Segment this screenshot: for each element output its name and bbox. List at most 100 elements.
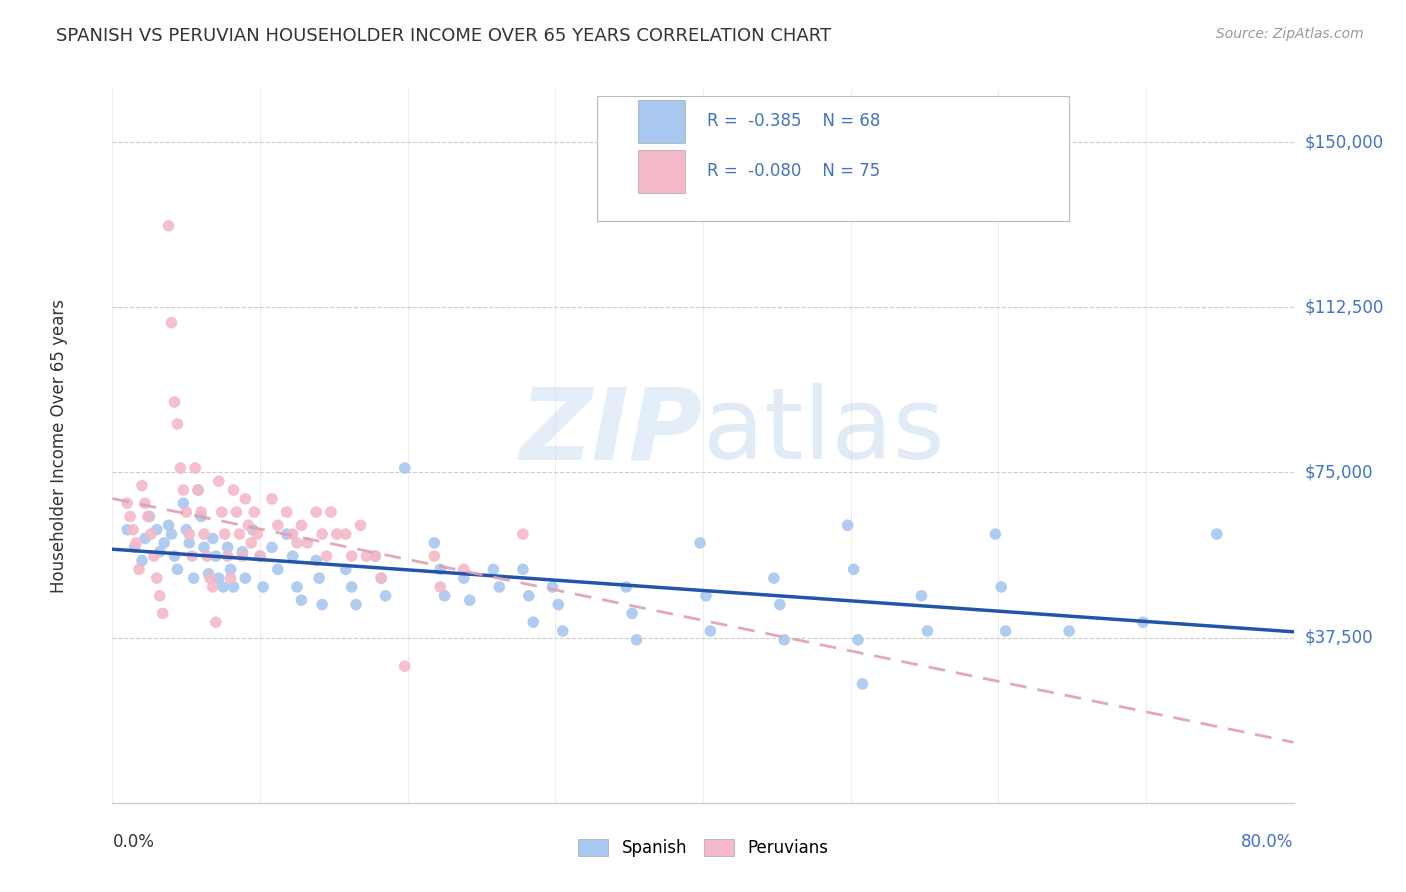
Point bbox=[146, 571, 169, 585]
Point bbox=[233, 571, 256, 585]
Point bbox=[225, 505, 247, 519]
Text: R =  -0.385    N = 68: R = -0.385 N = 68 bbox=[707, 112, 880, 130]
Point bbox=[453, 562, 475, 576]
Point bbox=[160, 316, 183, 330]
Point bbox=[174, 523, 197, 537]
Point bbox=[172, 496, 194, 510]
Point bbox=[315, 549, 337, 563]
Point bbox=[297, 536, 319, 550]
Point bbox=[364, 549, 387, 563]
Point bbox=[217, 549, 239, 563]
Point bbox=[517, 589, 540, 603]
Text: Householder Income Over 65 years: Householder Income Over 65 years bbox=[51, 299, 69, 593]
Point bbox=[344, 598, 367, 612]
Point bbox=[364, 549, 387, 563]
Point bbox=[305, 553, 328, 567]
Point bbox=[172, 483, 194, 497]
Point bbox=[184, 461, 207, 475]
Point bbox=[174, 505, 197, 519]
Point bbox=[169, 461, 191, 475]
Point bbox=[219, 562, 242, 576]
Point bbox=[181, 549, 204, 563]
Point bbox=[335, 527, 357, 541]
Point bbox=[152, 607, 174, 621]
Point bbox=[994, 624, 1017, 638]
Point bbox=[551, 624, 574, 638]
Point bbox=[308, 571, 330, 585]
Bar bbox=[638, 150, 685, 193]
Point bbox=[453, 571, 475, 585]
Point bbox=[187, 483, 209, 497]
Point bbox=[1205, 527, 1227, 541]
Point bbox=[134, 532, 156, 546]
Point bbox=[917, 624, 939, 638]
Point bbox=[222, 483, 245, 497]
Point bbox=[193, 527, 215, 541]
Point bbox=[153, 536, 176, 550]
Point bbox=[197, 566, 219, 581]
Point bbox=[260, 491, 283, 506]
Text: 80.0%: 80.0% bbox=[1241, 833, 1294, 851]
Point bbox=[695, 589, 717, 603]
Point bbox=[614, 580, 637, 594]
Point bbox=[120, 509, 142, 524]
Point bbox=[458, 593, 481, 607]
Point bbox=[131, 478, 153, 492]
Point bbox=[246, 527, 269, 541]
Point bbox=[276, 527, 298, 541]
Point bbox=[128, 562, 150, 576]
Point bbox=[190, 505, 212, 519]
Text: $112,500: $112,500 bbox=[1305, 298, 1384, 317]
Point bbox=[125, 536, 148, 550]
Point bbox=[699, 624, 721, 638]
Point bbox=[276, 505, 298, 519]
Point bbox=[773, 632, 796, 647]
Point bbox=[243, 505, 266, 519]
Text: ZIP: ZIP bbox=[520, 384, 703, 480]
Text: $75,000: $75,000 bbox=[1305, 464, 1374, 482]
Text: atlas: atlas bbox=[703, 384, 945, 480]
Point bbox=[131, 553, 153, 567]
Point bbox=[146, 523, 169, 537]
Point bbox=[231, 545, 253, 559]
Point bbox=[621, 607, 644, 621]
Point bbox=[910, 589, 932, 603]
Point bbox=[370, 571, 392, 585]
Point bbox=[157, 219, 180, 233]
Point bbox=[281, 527, 304, 541]
Point bbox=[846, 632, 869, 647]
Point bbox=[326, 527, 349, 541]
Point bbox=[214, 527, 236, 541]
Point bbox=[219, 571, 242, 585]
Point bbox=[163, 395, 186, 409]
Point bbox=[149, 545, 172, 559]
Point bbox=[482, 562, 505, 576]
Point bbox=[205, 549, 228, 563]
Point bbox=[222, 580, 245, 594]
Point bbox=[356, 549, 378, 563]
Point bbox=[547, 598, 569, 612]
Point bbox=[990, 580, 1012, 594]
Point bbox=[522, 615, 544, 630]
Point bbox=[1057, 624, 1080, 638]
Point bbox=[252, 580, 274, 594]
Point bbox=[626, 632, 648, 647]
Point bbox=[166, 562, 188, 576]
Point bbox=[842, 562, 865, 576]
Point bbox=[689, 536, 711, 550]
Point bbox=[187, 483, 209, 497]
Point bbox=[179, 527, 201, 541]
Bar bbox=[638, 100, 685, 143]
Text: R =  -0.080    N = 75: R = -0.080 N = 75 bbox=[707, 162, 880, 180]
Point bbox=[984, 527, 1007, 541]
Point bbox=[139, 527, 162, 541]
Point bbox=[217, 541, 239, 555]
Point bbox=[429, 580, 451, 594]
Point bbox=[242, 523, 264, 537]
Point bbox=[183, 571, 205, 585]
Point bbox=[231, 549, 253, 563]
Text: 0.0%: 0.0% bbox=[112, 833, 155, 851]
Point bbox=[541, 580, 564, 594]
Point bbox=[285, 580, 308, 594]
Point bbox=[769, 598, 792, 612]
